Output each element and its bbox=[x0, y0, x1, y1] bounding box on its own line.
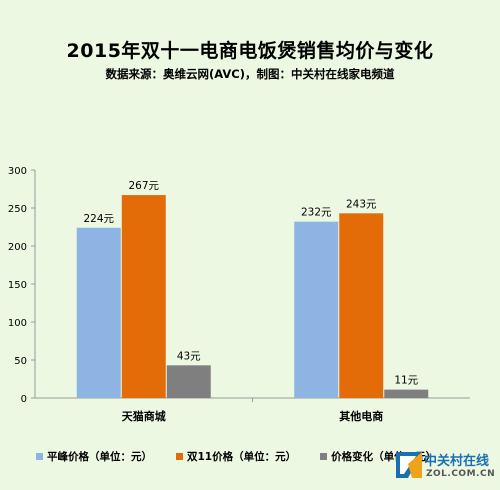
y-tick-label: 100 bbox=[8, 318, 27, 329]
y-tick-label: 250 bbox=[8, 204, 27, 215]
data-label-0-0: 224元 bbox=[83, 213, 114, 225]
chart-title: 2015年双十一电商电饭煲销售均价与变化 bbox=[66, 40, 434, 62]
x-tick-label: 其他电商 bbox=[339, 409, 383, 423]
legend-item-0: 平峰价格（单位：元） bbox=[36, 449, 152, 464]
legend-label-0: 平峰价格（单位：元） bbox=[47, 450, 152, 463]
chart-legend: 平峰价格（单位：元） 双11价格（单位：元） 价格变化（单位：元） bbox=[36, 448, 460, 464]
bar-1-1 bbox=[339, 213, 384, 398]
data-label-1-1: 243元 bbox=[346, 198, 377, 210]
bar-1-0 bbox=[121, 195, 166, 398]
bar-2-1 bbox=[384, 389, 429, 398]
watermark-name: 中关村在线 bbox=[424, 454, 490, 469]
data-label-1-0: 267元 bbox=[128, 180, 159, 192]
y-tick-label: 150 bbox=[8, 280, 27, 291]
legend-swatch-1 bbox=[176, 452, 183, 460]
y-tick-label: 200 bbox=[8, 242, 27, 253]
legend-swatch-2 bbox=[320, 452, 328, 460]
y-tick-label: 300 bbox=[8, 166, 27, 177]
y-tick-label: 0 bbox=[21, 394, 27, 405]
zol-watermark: 中关村在线 ZOL.COM.CN bbox=[394, 448, 496, 482]
data-label-2-0: 43元 bbox=[177, 350, 201, 362]
bar-2-0 bbox=[166, 365, 211, 398]
data-label-0-1: 232元 bbox=[301, 207, 332, 219]
x-tick-label: 天猫商城 bbox=[122, 409, 166, 423]
watermark-url: ZOL.COM.CN bbox=[426, 469, 496, 479]
legend-swatch-0 bbox=[36, 452, 43, 460]
bar-0-0 bbox=[76, 227, 121, 398]
legend-label-1: 双11价格（单位：元） bbox=[187, 450, 297, 463]
legend-item-1: 双11价格（单位：元） bbox=[176, 449, 296, 464]
bar-0-1 bbox=[294, 221, 339, 398]
chart-subtitle: 数据来源：奥维云网(AVC)，制图：中关村在线家电频道 bbox=[105, 67, 395, 81]
y-tick-label: 50 bbox=[14, 356, 27, 367]
zol-logo-icon bbox=[396, 452, 422, 478]
data-label-2-1: 11元 bbox=[394, 375, 418, 387]
